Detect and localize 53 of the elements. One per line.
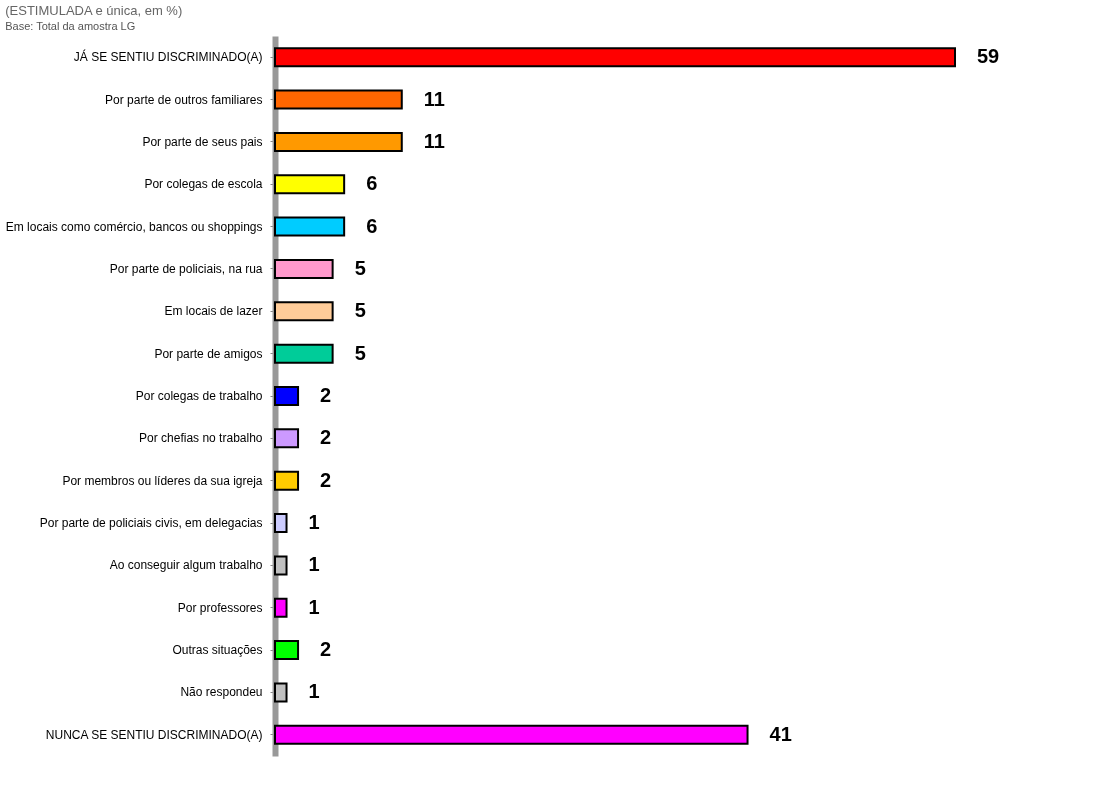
- data-label: 1: [308, 680, 320, 703]
- data-label: 5: [354, 341, 366, 364]
- data-label: 6: [366, 214, 378, 237]
- bar: [274, 343, 334, 364]
- y-tick-label: Ao conseguir algum trabalho: [109, 558, 263, 573]
- y-tick-label: Por parte de amigos: [154, 346, 263, 361]
- y-tick-label: Por chefias no trabalho: [139, 431, 263, 446]
- y-tick-label: Por colegas de trabalho: [135, 389, 263, 403]
- data-label: 2: [320, 384, 332, 406]
- bar: [274, 47, 956, 68]
- y-tick-label: Por professores: [177, 600, 263, 615]
- bar: [274, 131, 403, 152]
- y-tick-label: Por parte de outros familiares: [105, 92, 263, 107]
- y-tick-label: NUNCA SE SENTIU DISCRIMINADO(A): [45, 727, 263, 742]
- data-label: 11: [423, 129, 445, 152]
- data-label: 2: [320, 426, 332, 449]
- data-label: 1: [308, 511, 320, 534]
- bar: [274, 386, 300, 406]
- bar: [274, 597, 288, 618]
- bar: [274, 470, 300, 491]
- text: Base: Total da amostra LG: [5, 20, 136, 32]
- bar: [274, 216, 346, 237]
- data-label: 6: [366, 172, 378, 195]
- data-label: 5: [354, 256, 366, 279]
- y-tick-label: Por colegas de escola: [144, 177, 263, 192]
- y-tick-label: Por parte de policiais, na rua: [109, 261, 263, 276]
- data-label: 11: [423, 87, 445, 110]
- y-tick-label: Por membros ou líderes da sua igreja: [62, 473, 263, 488]
- y-tick-label: Em locais como comércio, bancos ou shoppings: [5, 219, 263, 234]
- bar: [274, 640, 300, 661]
- bar: [274, 89, 403, 110]
- y-tick-label: Por parte de policiais civis, em delegacias: [39, 516, 263, 531]
- bar: [274, 258, 334, 279]
- bar: [274, 682, 288, 703]
- data-label: 1: [308, 553, 320, 576]
- y-tick-label: JÁ SE SENTIU DISCRIMINADO(A): [73, 49, 263, 65]
- bar: [274, 428, 300, 449]
- text: (ESTIMULADA e única, em %): [5, 3, 183, 18]
- y-tick-label: Outras situações: [172, 643, 263, 658]
- bar: [274, 724, 749, 745]
- data-label: 41: [769, 722, 792, 745]
- bar: [274, 555, 288, 576]
- data-label: 5: [354, 299, 366, 322]
- data-label: 2: [320, 468, 332, 491]
- y-tick-label: Não respondeu: [180, 685, 263, 700]
- bar: [274, 174, 346, 195]
- data-label: 1: [308, 595, 320, 618]
- y-tick-label: Por parte de seus pais: [142, 134, 263, 149]
- y-tick-label: Em locais de lazer: [164, 304, 263, 319]
- bar: [274, 513, 288, 534]
- data-label: 59: [977, 45, 1000, 68]
- bar: [274, 301, 334, 322]
- data-label: 2: [320, 638, 332, 661]
